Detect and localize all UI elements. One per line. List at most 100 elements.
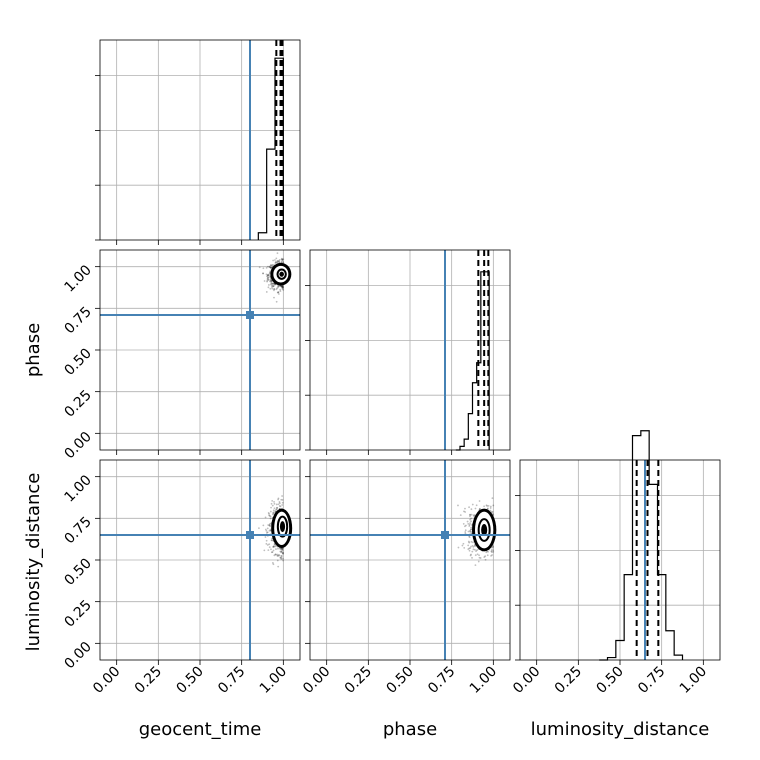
sample-point bbox=[479, 557, 482, 559]
sample-point bbox=[268, 265, 271, 268]
sample-point bbox=[457, 546, 460, 549]
sample-point bbox=[491, 546, 494, 549]
sample-point bbox=[277, 293, 280, 295]
sample-point bbox=[276, 506, 279, 509]
sample-point bbox=[281, 549, 284, 551]
sample-point bbox=[266, 273, 269, 276]
sample-point bbox=[490, 554, 492, 557]
sample-point bbox=[274, 262, 277, 265]
sample-point bbox=[277, 503, 280, 506]
sample-point bbox=[489, 509, 492, 512]
sample-point bbox=[270, 280, 273, 283]
sample-point bbox=[483, 505, 486, 508]
sample-point bbox=[266, 279, 269, 282]
sample-point bbox=[277, 565, 280, 568]
sample-point bbox=[281, 499, 284, 501]
sample-point bbox=[462, 522, 465, 525]
sample-point bbox=[281, 551, 284, 554]
sample-point bbox=[484, 555, 487, 558]
sample-point bbox=[279, 288, 282, 291]
sample-point bbox=[270, 539, 273, 542]
sample-point bbox=[268, 523, 271, 525]
sample-point bbox=[265, 531, 268, 534]
sample-point bbox=[277, 285, 279, 288]
sample-point bbox=[469, 515, 471, 518]
sample-point bbox=[272, 511, 275, 514]
sample-point bbox=[267, 274, 269, 277]
sample-point bbox=[474, 507, 477, 510]
truth-marker bbox=[441, 531, 449, 539]
x-tick-label: 1.00 bbox=[257, 664, 290, 697]
sample-point bbox=[492, 504, 495, 507]
sample-point bbox=[271, 539, 273, 542]
sample-point bbox=[472, 514, 475, 517]
sample-point bbox=[277, 497, 280, 500]
sample-point bbox=[280, 285, 283, 288]
sample-point bbox=[280, 547, 282, 550]
x-tick-label: 0.00 bbox=[510, 664, 543, 697]
sample-point bbox=[273, 289, 275, 292]
sample-point bbox=[278, 554, 281, 557]
sample-point bbox=[263, 280, 266, 282]
sample-point bbox=[489, 507, 492, 509]
sample-point bbox=[470, 513, 473, 516]
sample-point bbox=[277, 553, 280, 556]
sample-point bbox=[469, 529, 471, 532]
scatter-panel-geocent-time-vs-phase: 0.00 0.25 0.50 0.75 1.00 bbox=[61, 249, 301, 462]
sample-point bbox=[270, 284, 273, 287]
sample-point bbox=[269, 279, 272, 282]
sample-point bbox=[258, 266, 261, 269]
sample-point bbox=[470, 531, 473, 533]
sample-point bbox=[268, 272, 271, 275]
sample-point bbox=[277, 260, 280, 262]
sample-point bbox=[269, 266, 272, 269]
sample-point bbox=[275, 288, 278, 291]
sample-point bbox=[277, 547, 279, 550]
sample-point bbox=[469, 513, 471, 516]
panel-grid bbox=[100, 460, 300, 660]
sample-point bbox=[268, 524, 271, 527]
sample-point bbox=[267, 549, 270, 552]
sample-point bbox=[466, 520, 469, 523]
sample-point bbox=[491, 511, 494, 513]
sample-point bbox=[267, 278, 270, 281]
x-tick-label: 0.00 bbox=[300, 664, 333, 697]
y-tick-label: 0.50 bbox=[61, 556, 94, 589]
contour-inner bbox=[276, 268, 287, 280]
sample-point bbox=[490, 551, 493, 553]
sample-point bbox=[470, 526, 473, 529]
sample-point bbox=[279, 290, 282, 293]
sample-point bbox=[490, 550, 493, 553]
sample-point bbox=[272, 546, 274, 548]
sample-point bbox=[282, 559, 285, 562]
sample-point bbox=[268, 271, 271, 274]
sample-point bbox=[275, 300, 278, 303]
x-tick-label: 0.50 bbox=[173, 664, 206, 697]
sample-point bbox=[276, 287, 278, 290]
sample-point bbox=[268, 514, 271, 517]
sample-point bbox=[270, 551, 273, 554]
x-tick-label: 0.25 bbox=[552, 664, 585, 697]
contour-inner bbox=[477, 518, 491, 542]
sample-point bbox=[470, 545, 472, 548]
sample-point bbox=[274, 261, 277, 264]
sample-point bbox=[463, 510, 465, 513]
sample-point bbox=[478, 556, 481, 559]
sample-point bbox=[281, 547, 284, 550]
sample-point bbox=[469, 547, 472, 549]
sample-point bbox=[277, 286, 279, 289]
sample-point bbox=[274, 553, 277, 556]
ylabel-luminosity-distance: luminosity_distance bbox=[23, 473, 44, 652]
sample-point bbox=[281, 258, 284, 261]
sample-point bbox=[276, 261, 279, 264]
sample-point bbox=[269, 525, 272, 528]
hist-panel-luminosity-distance: 0.00 0.25 0.50 0.75 1.00 bbox=[510, 430, 721, 697]
sample-point bbox=[278, 502, 281, 505]
sample-point bbox=[270, 282, 273, 284]
x-tick-label: 0.75 bbox=[215, 664, 248, 697]
sample-point bbox=[273, 283, 276, 286]
sample-point bbox=[270, 506, 272, 509]
sample-point bbox=[282, 286, 284, 289]
sample-point bbox=[269, 517, 272, 520]
sample-point bbox=[282, 557, 284, 560]
